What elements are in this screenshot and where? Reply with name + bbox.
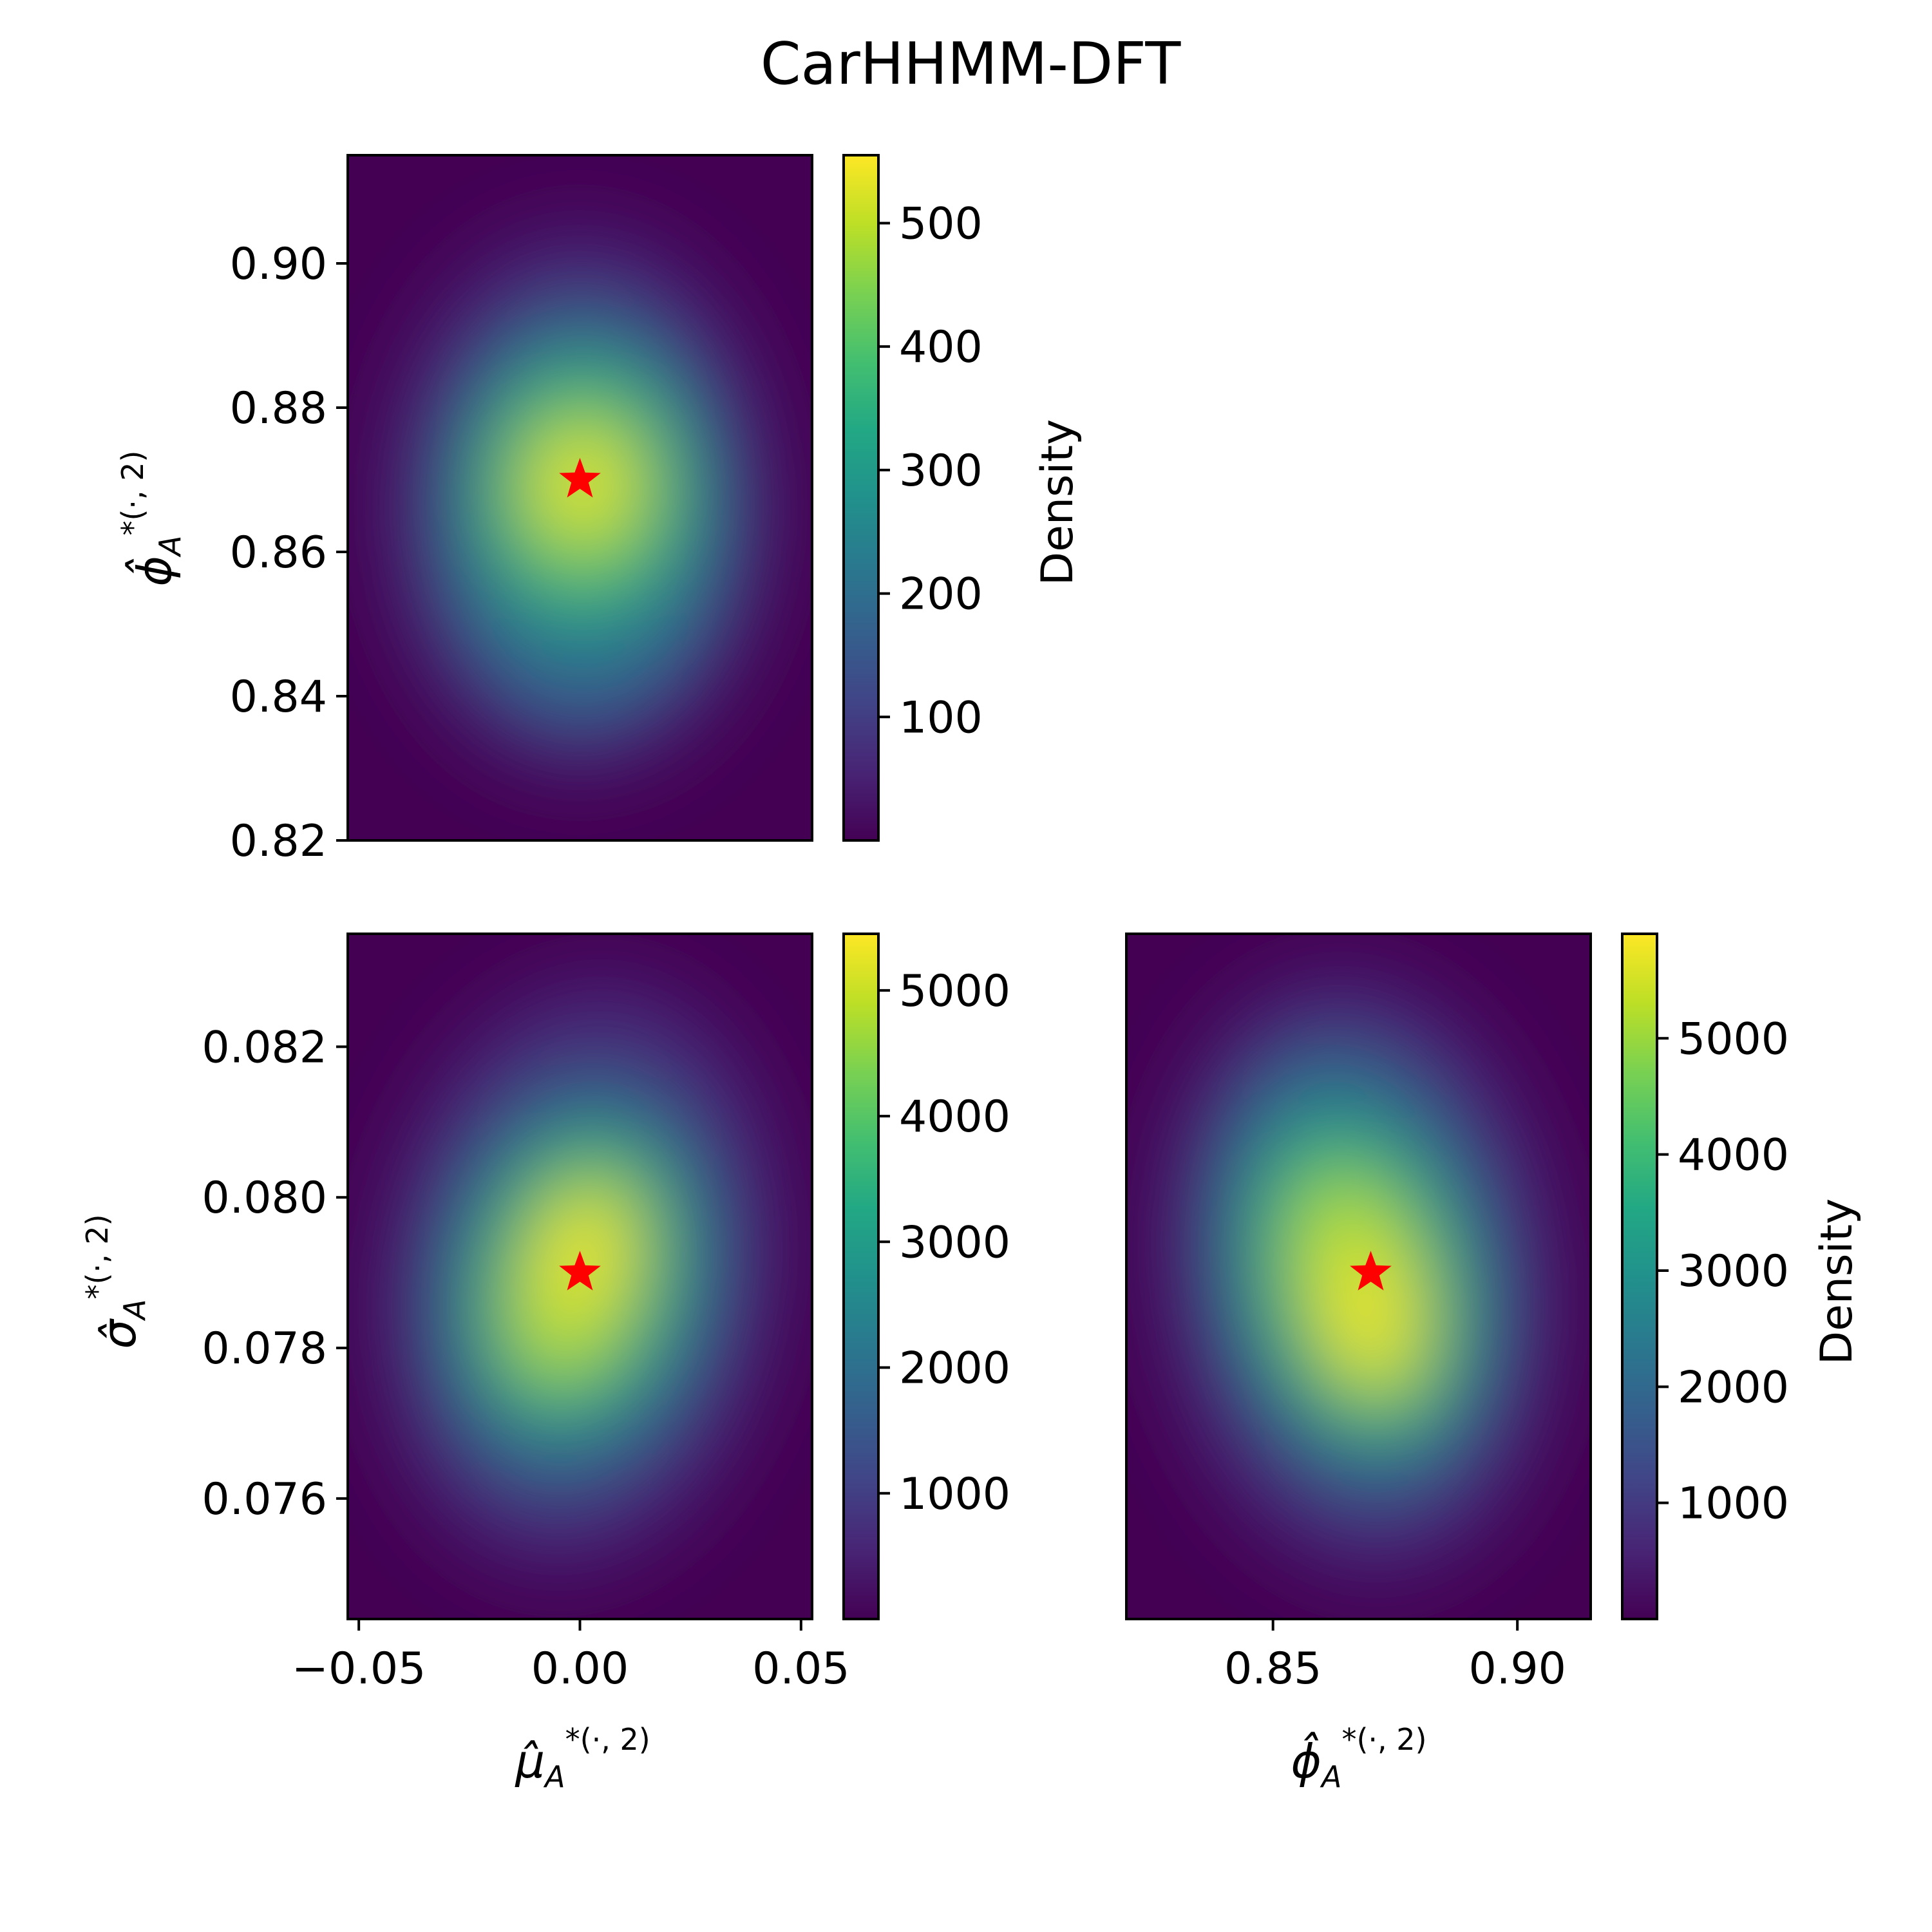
x-tick-label: 0.05 — [752, 1643, 849, 1694]
ylabel-main: σ̂ — [92, 1318, 146, 1349]
star-marker — [559, 1251, 601, 1291]
heatmap-bottom-right — [1126, 934, 1591, 1619]
ylabel-sub: A — [117, 1299, 152, 1321]
colorbar-frame — [1621, 933, 1658, 1620]
y-tick-label: 0.076 — [202, 1474, 327, 1525]
x-tick-label: 0.85 — [1224, 1643, 1321, 1694]
heatmap-top-left — [348, 155, 812, 840]
y-tick-label: 0.080 — [202, 1173, 327, 1224]
y-tick-label: 0.86 — [230, 527, 327, 578]
x-axis-label: ϕ̂A*(·, 2) — [1291, 1722, 1427, 1794]
colorbar-tick-label: 1000 — [899, 1469, 1010, 1520]
x-tick-label: 0.90 — [1468, 1643, 1566, 1694]
colorbar-tick-label: 200 — [899, 569, 983, 620]
y-axis-ticks: 0.076 0.078 0.080 0.082 — [202, 1022, 348, 1525]
colorbar-ticks: 1000 2000 3000 4000 5000 — [878, 966, 1010, 1520]
colorbar-tick-label: 4000 — [1678, 1130, 1789, 1181]
y-axis-label: ϕ̂A*(·, 2) — [115, 451, 187, 587]
figure-title: CarHHMM-DFT — [761, 30, 1182, 98]
colorbar-tick-label: 3000 — [1678, 1246, 1789, 1297]
colorbar-tick-label: 5000 — [899, 966, 1010, 1017]
star-marker — [1350, 1251, 1392, 1291]
y-tick-label: 0.078 — [202, 1323, 327, 1374]
y-tick-label: 0.82 — [230, 816, 327, 867]
xlabel-sub: A — [543, 1759, 565, 1794]
colorbar-tick-label: 3000 — [899, 1217, 1010, 1268]
svg-text:σ̂A*(·, 2): σ̂A*(·, 2) — [80, 1214, 152, 1349]
colorbar-tick-label: 100 — [899, 692, 983, 743]
colorbar-ticks: 1000 2000 3000 4000 5000 — [1657, 1014, 1789, 1530]
x-tick-label: −0.05 — [292, 1643, 426, 1694]
colorbar-tick-label: 5000 — [1678, 1014, 1789, 1065]
colorbar-bottom-right — [1622, 934, 1657, 1619]
panel-bottom-right: 0.85 0.90 ϕ̂A*(·, 2) 1000 2000 3000 4000 5000… — [1125, 933, 1862, 1794]
colorbar-tick-label: 2000 — [1678, 1362, 1789, 1413]
colorbar-frame — [842, 933, 880, 1620]
colorbar-top-left — [844, 155, 878, 840]
xlabel-sup: *(·, 2) — [565, 1722, 650, 1757]
y-axis-label: σ̂A*(·, 2) — [80, 1214, 152, 1349]
x-axis-label: μ̂A*(·, 2) — [515, 1722, 650, 1794]
colorbar-label: Density — [1032, 419, 1083, 586]
y-tick-label: 0.082 — [202, 1022, 327, 1073]
x-axis-ticks: 0.85 0.90 — [1224, 1619, 1566, 1694]
ylabel-sup: *(·, 2) — [115, 451, 150, 536]
ylabel-sup: *(·, 2) — [80, 1214, 115, 1299]
y-axis-ticks: 0.82 0.84 0.86 0.88 0.90 — [230, 239, 348, 867]
colorbar-frame — [842, 154, 880, 842]
colorbar-ticks: 100 200 300 400 500 — [878, 198, 983, 743]
ylabel-sub: A — [153, 536, 187, 558]
colorbar-bottom-left — [844, 934, 878, 1619]
colorbar-tick-label: 2000 — [899, 1343, 1010, 1394]
x-axis-ticks: −0.05 0.00 0.05 — [292, 1619, 850, 1694]
star-marker — [559, 458, 601, 498]
xlabel-main: ϕ̂ — [1291, 1732, 1322, 1788]
colorbar-tick-label: 500 — [899, 198, 983, 249]
svg-text:ϕ̂A*(·, 2): ϕ̂A*(·, 2) — [1291, 1722, 1427, 1794]
xlabel-main: μ̂ — [515, 1734, 545, 1788]
svg-text:ϕ̂A*(·, 2): ϕ̂A*(·, 2) — [115, 451, 187, 587]
svg-text:μ̂A*(·, 2): μ̂A*(·, 2) — [515, 1722, 650, 1794]
xlabel-sup: *(·, 2) — [1341, 1722, 1426, 1757]
colorbar-tick-label: 400 — [899, 322, 983, 373]
x-tick-label: 0.00 — [531, 1643, 629, 1694]
plot-frame — [1125, 933, 1592, 1620]
panel-top-left: 0.82 0.84 0.86 0.88 0.90 ϕ̂A*(·, 2) 100 200 30… — [115, 154, 1083, 867]
y-tick-label: 0.84 — [230, 672, 327, 723]
ylabel-main: ϕ̂ — [126, 556, 182, 587]
colorbar-tick-label: 4000 — [899, 1092, 1010, 1142]
best-estimate-markers — [559, 458, 1392, 1291]
colorbar-tick-label: 1000 — [1678, 1479, 1789, 1530]
colorbar-label: Density — [1812, 1198, 1862, 1365]
xlabel-sub: A — [1320, 1759, 1341, 1794]
y-tick-label: 0.90 — [230, 239, 327, 290]
colorbar-tick-label: 300 — [899, 446, 983, 497]
y-tick-label: 0.88 — [230, 383, 327, 434]
plot-frame — [346, 154, 813, 842]
